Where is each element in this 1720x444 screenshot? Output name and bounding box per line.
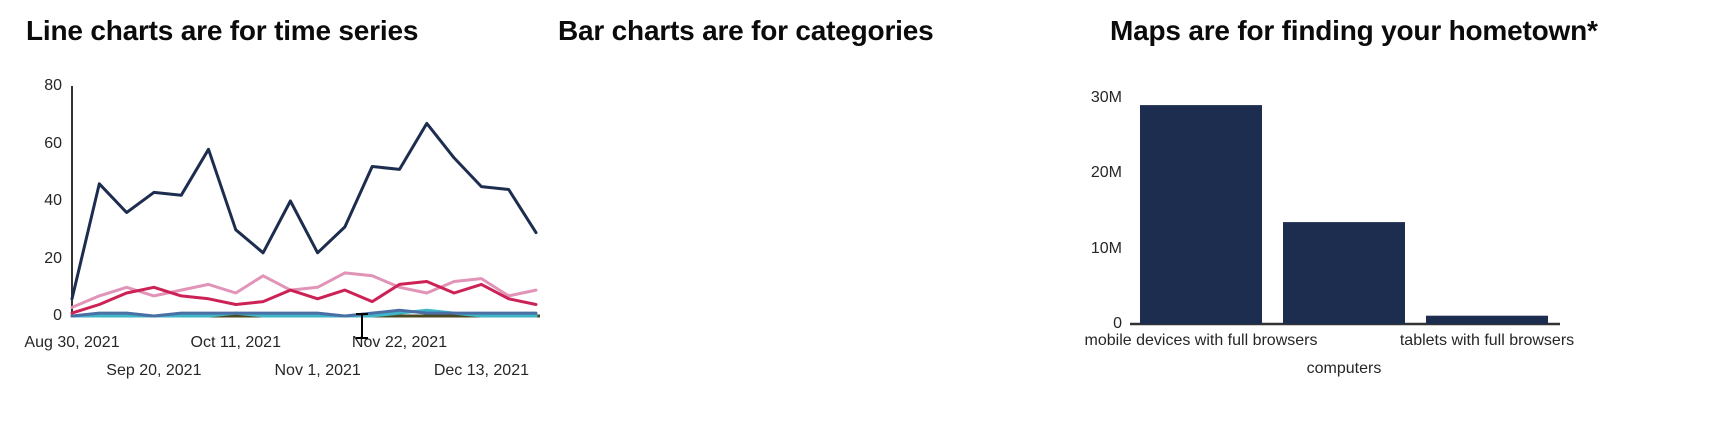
line-series-series-steel bbox=[70, 308, 538, 318]
line-chart-x-tick: Oct 11, 2021 bbox=[190, 334, 281, 351]
bar-chart-plot: 0 10M 20M 30M bbox=[1080, 76, 1640, 332]
bar-chart-y-tick: 20M bbox=[1090, 164, 1122, 182]
bar-chart-title: Bar charts are for categories bbox=[558, 15, 934, 46]
line-chart-x-tick: Nov 22, 2021 bbox=[351, 334, 448, 351]
line-chart-y-tick: 40 bbox=[44, 192, 62, 209]
line-chart-y-tick: 20 bbox=[44, 249, 62, 267]
bar-chart-bars-group bbox=[1140, 105, 1548, 324]
line-chart-y-tick: 80 bbox=[44, 77, 62, 94]
line-chart-title: Line charts are for time series bbox=[26, 15, 419, 46]
bar-chart-panel: Bar charts are for categories 0 10M 20M 30M… bbox=[540, 0, 1574, 444]
bar-rect[interactable] bbox=[1426, 315, 1548, 324]
line-series-series-navy bbox=[70, 121, 538, 301]
bar-chart-svg bbox=[1130, 105, 1560, 326]
bar-rect[interactable] bbox=[1283, 222, 1405, 324]
line-chart-plot: 0 20 40 60 80 bbox=[0, 76, 540, 331]
bar-chart-x-tick-labels: mobile devices with full browsers tablets… bbox=[1080, 332, 1640, 392]
line-series-series-crimson bbox=[70, 280, 538, 315]
line-chart-y-tick: 0 bbox=[53, 307, 62, 324]
bar-chart-x-tick: mobile devices with full browsers bbox=[1084, 332, 1318, 349]
line-chart-series-group bbox=[70, 121, 538, 318]
line-chart-x-tick: Sep 20, 2021 bbox=[106, 362, 202, 379]
text-cursor-caret bbox=[356, 313, 368, 339]
line-chart-svg bbox=[70, 86, 540, 318]
line-chart-x-tick: Aug 30, 2021 bbox=[24, 334, 120, 351]
line-chart-x-tick: Dec 13, 2021 bbox=[433, 362, 529, 379]
line-chart-x-tick: Nov 1, 2021 bbox=[274, 362, 361, 379]
line-chart-panel: Line charts are for time series 0 20 40 60 8… bbox=[0, 0, 540, 444]
bar-rect[interactable] bbox=[1140, 105, 1262, 324]
map-panel: Maps are for finding your hometown* *but… bbox=[1100, 0, 1720, 444]
bar-chart-y-tick: 0 bbox=[1113, 315, 1122, 332]
bar-chart-y-tick: 30M bbox=[1090, 88, 1122, 106]
line-series-series-pink bbox=[70, 271, 538, 309]
line-chart-y-tick: 60 bbox=[44, 134, 62, 152]
map-title: Maps are for finding your hometown* bbox=[1110, 15, 1598, 46]
bar-chart-y-tick: 10M bbox=[1090, 239, 1122, 257]
bar-chart-x-tick: computers bbox=[1306, 360, 1382, 377]
bar-chart-x-tick: tablets with full browsers bbox=[1399, 332, 1575, 349]
line-chart-x-tick-labels: Aug 30, 2021 Oct 11, 2021 Nov 22, 2021 Sep … bbox=[0, 334, 540, 394]
